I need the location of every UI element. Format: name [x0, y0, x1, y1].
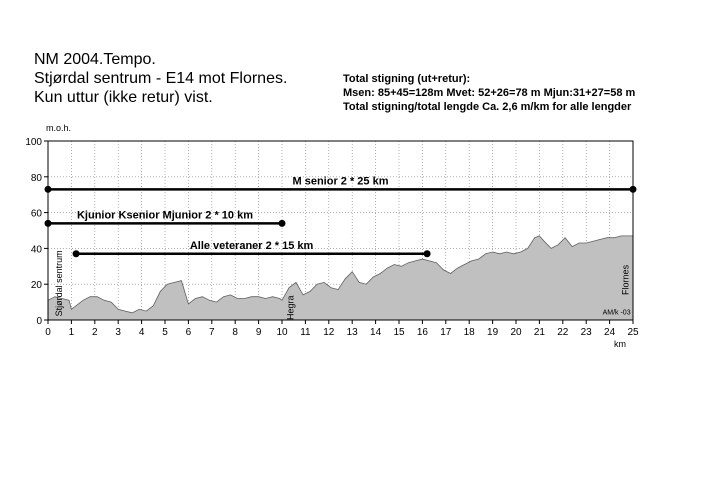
series-end-point: [278, 219, 286, 227]
y-tick-label: 100: [25, 137, 42, 148]
x-axis-label: km: [614, 339, 626, 349]
chart-annotation: Flornes: [620, 264, 630, 295]
x-tick-label: 2: [92, 327, 98, 338]
chart-title: NM 2004.Tempo. Stjørdal sentrum - E14 mo…: [34, 50, 287, 107]
title-line-2: Stjørdal sentrum - E14 mot Flornes.: [34, 70, 288, 87]
x-tick-label: 21: [534, 327, 546, 338]
x-tick-label: 17: [440, 327, 452, 338]
y-axis-label: m.o.h.: [46, 123, 71, 133]
x-tick-label: 6: [186, 327, 192, 338]
x-tick-label: 22: [557, 327, 569, 338]
chart-annotation: Hegra: [286, 295, 296, 320]
x-tick-label: 1: [69, 327, 75, 338]
x-tick-label: 3: [115, 327, 121, 338]
chart-annotation: Stjørdal sentrum: [54, 250, 64, 316]
elevation-line: [47, 235, 633, 314]
series-start-point: [44, 219, 52, 227]
x-tick-label: 10: [276, 327, 288, 338]
x-tick-label: 0: [45, 327, 51, 338]
x-tick-label: 13: [347, 327, 359, 338]
chart-annotation: AM/k -03: [603, 310, 631, 317]
x-tick-label: 20: [510, 327, 522, 338]
x-tick-label: 7: [209, 327, 215, 338]
x-tick-label: 12: [323, 327, 335, 338]
y-tick-label: 20: [31, 280, 43, 291]
plot-frame: [47, 140, 634, 321]
climb-info: Total stigning (ut+retur): Msen: 85+45=1…: [343, 72, 635, 114]
x-tick-label: 8: [232, 327, 238, 338]
x-tick-label: 4: [139, 327, 145, 338]
series-end-point: [423, 250, 431, 258]
x-tick-label: 19: [487, 327, 499, 338]
series-start-point: [44, 185, 52, 193]
series-label: M senior 2 * 25 km: [293, 175, 389, 187]
info-line-2: Msen: 85+45=128m Mvet: 52+26=78 m Mjun:3…: [343, 87, 636, 99]
info-line-1: Total stigning (ut+retur):: [343, 73, 471, 85]
elevation-area: [48, 235, 633, 320]
x-tick-label: 5: [162, 327, 168, 338]
y-tick-label: 0: [36, 316, 42, 327]
x-tick-label: 18: [464, 327, 476, 338]
title-line-3: Kun uttur (ikke retur) vist.: [34, 89, 213, 106]
y-tick-label: 80: [31, 173, 43, 184]
x-tick-label: 25: [627, 327, 639, 338]
x-tick-label: 11: [300, 327, 311, 338]
y-tick-label: 60: [31, 209, 43, 220]
series-label: Alle veteraner 2 * 15 km: [190, 240, 314, 252]
x-tick-label: 14: [370, 327, 382, 338]
x-tick-label: 24: [604, 327, 616, 338]
x-tick-label: 16: [417, 327, 429, 338]
info-line-3: Total stigning/total lengde Ca. 2,6 m/km…: [343, 101, 632, 113]
series-start-point: [72, 250, 80, 258]
title-line-1: NM 2004.Tempo.: [34, 51, 156, 68]
series-label: Kjunior Ksenior Mjunior 2 * 10 km: [77, 209, 253, 221]
x-tick-label: 15: [393, 327, 405, 338]
x-tick-label: 9: [256, 327, 262, 338]
series-end-point: [629, 185, 637, 193]
y-tick-label: 40: [31, 244, 43, 255]
x-tick-label: 23: [581, 327, 593, 338]
